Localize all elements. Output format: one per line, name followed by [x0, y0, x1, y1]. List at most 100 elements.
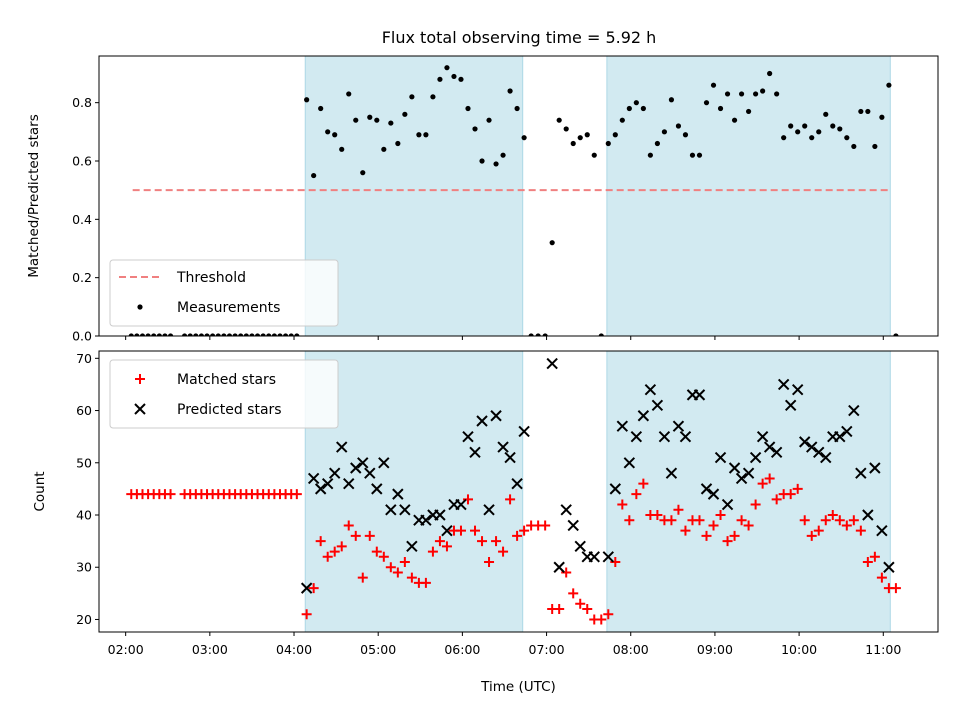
measurement-point	[374, 117, 380, 123]
measurement-point	[226, 333, 233, 336]
measurement-point	[717, 105, 724, 112]
measurement-point	[893, 333, 899, 336]
shaded-span	[606, 56, 891, 336]
matched-star-point	[652, 510, 663, 521]
measurement-point	[260, 333, 266, 336]
predicted-star-point	[756, 430, 769, 443]
y-tick-label: 0.6	[72, 154, 92, 169]
measurement-point	[198, 333, 205, 336]
predicted-star-point	[560, 504, 572, 516]
matched-star-point	[736, 515, 747, 526]
matched-star-point	[582, 604, 593, 615]
matched-star-point	[708, 520, 719, 531]
matched-star-point	[308, 583, 319, 594]
y-tick-label: 0.0	[72, 329, 92, 344]
predicted-star-point	[876, 524, 888, 537]
matched-star-point	[757, 478, 768, 489]
matched-star-point	[434, 536, 445, 547]
matched-star-point	[291, 489, 302, 500]
predicted-star-point	[813, 446, 825, 459]
matched-star-point	[890, 583, 901, 594]
x-tick-label: 06:00	[444, 642, 480, 657]
matched-star-point	[477, 536, 488, 547]
legend: Matched stars Predicted stars	[109, 359, 339, 429]
matched-star-point	[813, 525, 824, 536]
measurement-point	[249, 333, 255, 336]
measurement-point	[605, 140, 611, 147]
measurement-point	[591, 152, 597, 158]
matched-star-point	[820, 515, 831, 526]
predicted-star-point	[574, 540, 586, 553]
matched-star-point	[399, 557, 410, 568]
measurement-point	[232, 333, 238, 336]
matched-star-point	[848, 515, 859, 526]
matched-star-point	[827, 510, 838, 521]
predicted-star-point	[700, 483, 713, 495]
matched-star-point	[343, 520, 354, 531]
predicted-star-point	[721, 498, 734, 511]
matched-star-point	[638, 478, 649, 489]
matched-star-point	[554, 604, 565, 615]
predicted-star-point	[350, 462, 362, 474]
measurement-point	[134, 333, 140, 336]
matched-star-point	[799, 515, 810, 526]
predicted-star-point	[546, 357, 558, 370]
matched-star-point	[498, 546, 509, 557]
measurement-point	[612, 132, 618, 138]
measurement-point	[781, 135, 787, 141]
matched-star-point	[624, 515, 635, 526]
predicted-star-point	[784, 399, 797, 412]
predicted-star-point	[343, 477, 355, 490]
measurement-point	[288, 333, 294, 336]
predicted-star-point	[553, 561, 565, 573]
predicted-star-point	[799, 436, 811, 448]
measurement-point	[710, 82, 717, 88]
measurement-point	[367, 114, 373, 120]
predicted-star-point	[763, 441, 776, 453]
matched-star-point	[512, 530, 523, 541]
y-tick-label: 40	[76, 508, 92, 523]
matched-star-point	[378, 551, 389, 562]
matched-star-point	[715, 510, 726, 521]
y-tick-label: 20	[76, 612, 92, 627]
legend-matched-swatch	[135, 374, 145, 384]
matched-star-point	[841, 520, 852, 531]
measurement-point	[528, 333, 534, 336]
x-tick-label: 05:00	[360, 642, 396, 657]
measurement-point	[353, 117, 359, 123]
measurement-point	[423, 132, 429, 138]
measurement-point	[809, 135, 815, 141]
measurement-point	[696, 152, 703, 158]
predicted-star-point	[483, 504, 495, 516]
measurement-point	[837, 126, 843, 132]
measurement-point	[675, 123, 682, 129]
measurement-point	[788, 123, 794, 129]
predicted-star-point	[321, 477, 334, 490]
predicted-star-point	[300, 582, 313, 594]
predicted-star-point	[806, 441, 818, 453]
matched-star-point	[855, 525, 866, 536]
measurement-point	[703, 100, 710, 106]
measurement-point	[486, 117, 492, 123]
measurement-point	[266, 333, 272, 336]
legend-predicted-swatch	[134, 403, 146, 415]
matched-star-point	[834, 515, 845, 526]
measurement-point	[339, 146, 345, 152]
legend-box	[109, 259, 339, 327]
matched-star-point	[336, 541, 347, 552]
predicted-star-point	[841, 425, 853, 438]
predicted-star-point	[497, 441, 509, 453]
measurement-point	[210, 333, 216, 336]
measurement-point	[156, 333, 162, 336]
legend-box	[109, 359, 339, 429]
predicted-star-point	[567, 519, 579, 532]
measurement-point	[731, 117, 738, 123]
measurement-point	[187, 333, 193, 336]
matched-star-point	[694, 515, 705, 526]
predicted-star-point	[862, 509, 874, 521]
matched-star-point	[301, 609, 312, 620]
measurement-point	[724, 91, 731, 97]
predicted-star-point	[848, 404, 860, 417]
measurement-point	[570, 140, 576, 147]
